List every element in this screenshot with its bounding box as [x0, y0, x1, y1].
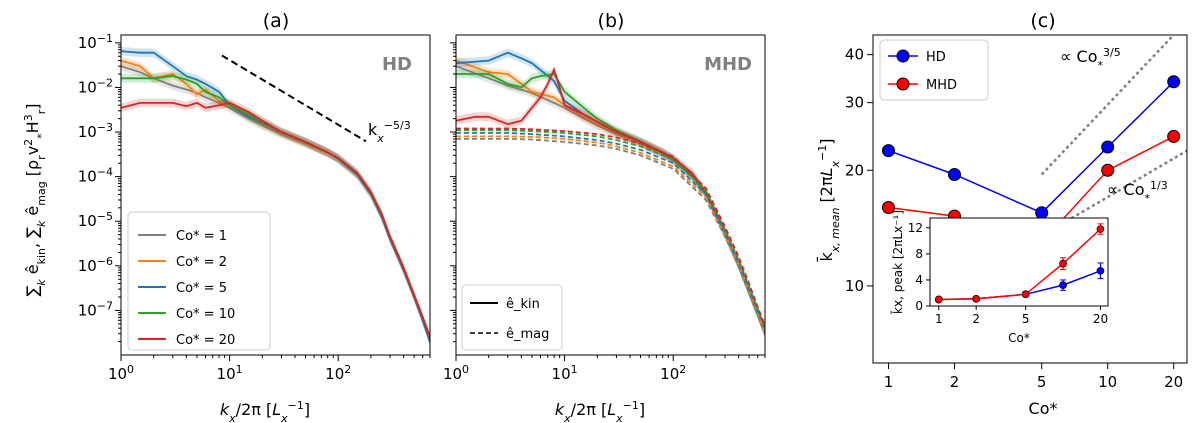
legend-label: Co* = 5 [176, 281, 227, 296]
legend-label: Co* = 2 [176, 255, 227, 270]
panelB-frame [455, 34, 766, 356]
data-point-hd [881, 144, 895, 158]
data-point-hd [1167, 75, 1181, 89]
panel-a: 100 101 102 10−7 10−6 10−5 10−4 10−3 10−2 10−1 Co*… [78, 31, 431, 384]
series-line-co-5-mag [456, 132, 765, 329]
panel-b-tag: MHD [704, 54, 752, 75]
x-tick-label: 102 [325, 363, 351, 384]
x-tick-label: 101 [217, 363, 243, 384]
y-tick-label: 10−5 [78, 210, 113, 231]
panel-c-frame [872, 34, 1188, 364]
panel-a-xlabel: kx/2π [Lx−1] [220, 399, 310, 423]
inset-y-tick-label: 8 [915, 247, 923, 261]
panel-b-title: (b) [598, 10, 625, 32]
y-tick-label: 10 [845, 277, 864, 295]
y-tick-label: 40 [845, 46, 864, 64]
y-tick-label: 10−3 [78, 121, 113, 142]
legend-label: HD [926, 50, 946, 65]
x-tick-label: 10 [1098, 373, 1117, 391]
inset-point [972, 294, 981, 303]
inset-y-tick-label: 4 [915, 273, 923, 287]
y-tick-label: 10−6 [78, 254, 113, 275]
series-line-co-2-mag [456, 135, 765, 334]
legend-b: ê_kin ê_mag [461, 284, 563, 351]
x-tick-label: 100 [108, 363, 134, 384]
inset-x-tick-label: 1 [935, 312, 943, 326]
legend-label: Co* = 10 [176, 307, 235, 322]
y-tick-label: 10−7 [78, 299, 113, 320]
panel-c-xlabel: Co* [1029, 399, 1058, 418]
y-tick-label: 10−2 [78, 76, 113, 97]
power-law-label: kx−5/3 [368, 119, 411, 145]
x-tick-label: 1 [884, 373, 894, 391]
x-tick-label: 2 [950, 373, 960, 391]
inset-x-tick-label: 2 [972, 312, 980, 326]
data-point-hd [947, 168, 961, 182]
panel-c-plot [881, 35, 1187, 249]
inset-point [1096, 225, 1105, 233]
reference-line [1040, 35, 1176, 176]
legend-label: MHD [926, 78, 957, 93]
ref-label-3-5: ∝ Co*3/5 [1060, 46, 1121, 72]
panel-a-tag: HD [382, 54, 412, 75]
legend-label: ê_kin [506, 297, 540, 312]
ref-label-1-3: ∝ Co*1/3 [1107, 179, 1168, 205]
inset-ylabel: k̄x, peak [2πLx⁻¹] [891, 210, 905, 314]
x-tick-label: 20 [1164, 373, 1183, 391]
series-line-co-20 [121, 101, 430, 338]
panel-c-ylabel: k̄x, mean [2πLx−1] [816, 138, 842, 262]
data-point-mhd [1101, 163, 1115, 177]
x-tick-label: 100 [443, 363, 469, 384]
legend-label: ê_mag [506, 327, 549, 342]
series-line-co-20-mag [456, 127, 765, 327]
inset-y-tick-label: 0 [915, 299, 923, 313]
series-band [456, 48, 765, 339]
panel-c-title: (c) [1030, 10, 1055, 32]
legend-marker [896, 77, 910, 91]
legend-a: Co* = 1 Co* = 2 Co* = 5 Co* = 10 Co* = 20 [127, 211, 271, 351]
data-point-mhd [1167, 129, 1181, 143]
panelB-plot [456, 48, 765, 339]
x-tick-label: 5 [1037, 373, 1047, 391]
y-tick-label: 10−4 [78, 165, 113, 186]
inset-y-tick-label: 12 [908, 221, 923, 235]
inset-point [934, 295, 943, 304]
panel-a-title: (a) [263, 10, 289, 32]
inset-x-tick-label: 20 [1093, 312, 1108, 326]
x-tick-label: 102 [660, 363, 686, 384]
inset-point [1059, 259, 1067, 268]
legend-c: HD MHD [879, 39, 989, 101]
panel-b-xlabel: kx/2π [Lx−1] [555, 399, 645, 423]
series-line-co-10-mag [456, 129, 765, 329]
legend-label: Co* = 20 [176, 333, 235, 348]
panelA-frame [120, 34, 431, 356]
series-line-co-1-mag [456, 138, 765, 335]
inset-point [1059, 281, 1067, 289]
panel-a-ylabel: ∑k êkin, ∑k êmag [ρrv2*H3r] [22, 103, 48, 296]
series-band [121, 71, 430, 342]
inset-xlabel: Co* [1008, 331, 1030, 345]
inset-frame [929, 217, 1109, 307]
legend-marker [896, 49, 910, 63]
inset-x-tick-label: 5 [1022, 312, 1030, 326]
data-point-hd [1035, 206, 1049, 220]
legend-label: Co* = 1 [176, 229, 227, 244]
x-tick-label: 101 [552, 363, 578, 384]
data-point-hd [1101, 140, 1115, 154]
y-tick-label: 20 [845, 161, 864, 179]
reference-line [1055, 149, 1187, 229]
data-point-mhd [881, 201, 895, 215]
series-band [456, 69, 765, 336]
y-tick-label: 10−1 [78, 31, 113, 52]
y-tick-label: 30 [845, 94, 864, 112]
panel-b: 100 101 102 ê_kin ê_mag [443, 34, 766, 384]
reference-line [221, 54, 367, 143]
legend-a-box [127, 211, 271, 351]
panelA-plot [121, 46, 430, 346]
inset-point [1021, 290, 1030, 299]
inset-point [1096, 266, 1105, 275]
